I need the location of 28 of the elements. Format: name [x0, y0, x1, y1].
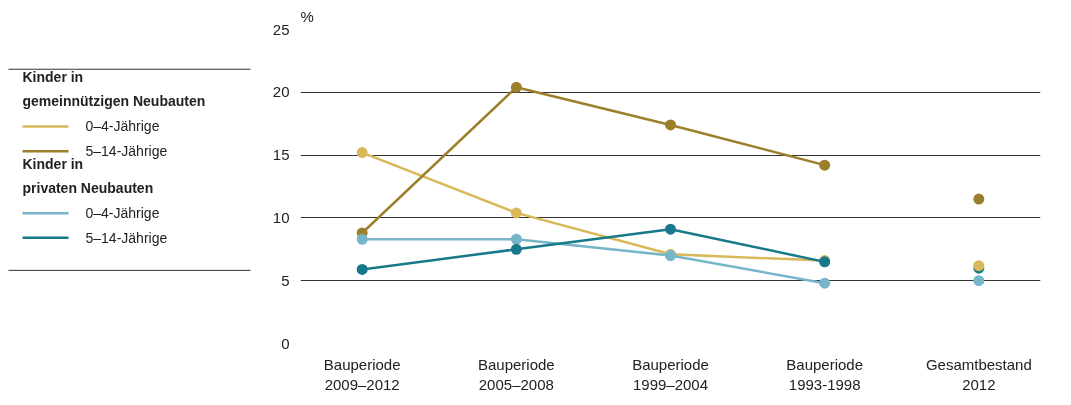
- y-tick-label: 0: [281, 334, 290, 352]
- text: Kinder in gemeinnützigen Neubauten: [22, 69, 206, 110]
- y-tick-label: 20: [272, 83, 290, 101]
- y-tick-label: 10: [272, 208, 290, 226]
- x-tick-label: Bauperiode 1993-1998: [786, 355, 864, 393]
- point: [356, 147, 368, 159]
- y-tick-label: 25: [272, 20, 290, 38]
- x-tick-label: Bauperiode 2005–2008: [477, 355, 555, 393]
- legend-label: 5–14-Jährige: [85, 229, 168, 246]
- x-tick-label: Bauperiode 1999–2004: [632, 355, 709, 393]
- point: [665, 119, 676, 131]
- legend-label: 0–4-Jährige: [85, 118, 160, 135]
- point: [510, 81, 522, 93]
- y-axis-title: %: [300, 7, 314, 25]
- y-tick-label: 15: [272, 146, 290, 164]
- point: [665, 223, 676, 235]
- legend-label: 0–4-Jährige: [85, 205, 160, 222]
- legend-label: 5–14-Jährige: [85, 143, 168, 160]
- x-tick-label: Gesamtbestand 2012: [925, 355, 1032, 393]
- point: [510, 233, 522, 245]
- point: [510, 207, 522, 219]
- x-tick-label: Bauperiode 2009–2012: [323, 355, 401, 393]
- point: [819, 277, 831, 289]
- point: [510, 243, 522, 255]
- y-tick-label: 5: [281, 271, 290, 289]
- point: [356, 233, 368, 245]
- point: [819, 159, 831, 171]
- point: [356, 263, 368, 275]
